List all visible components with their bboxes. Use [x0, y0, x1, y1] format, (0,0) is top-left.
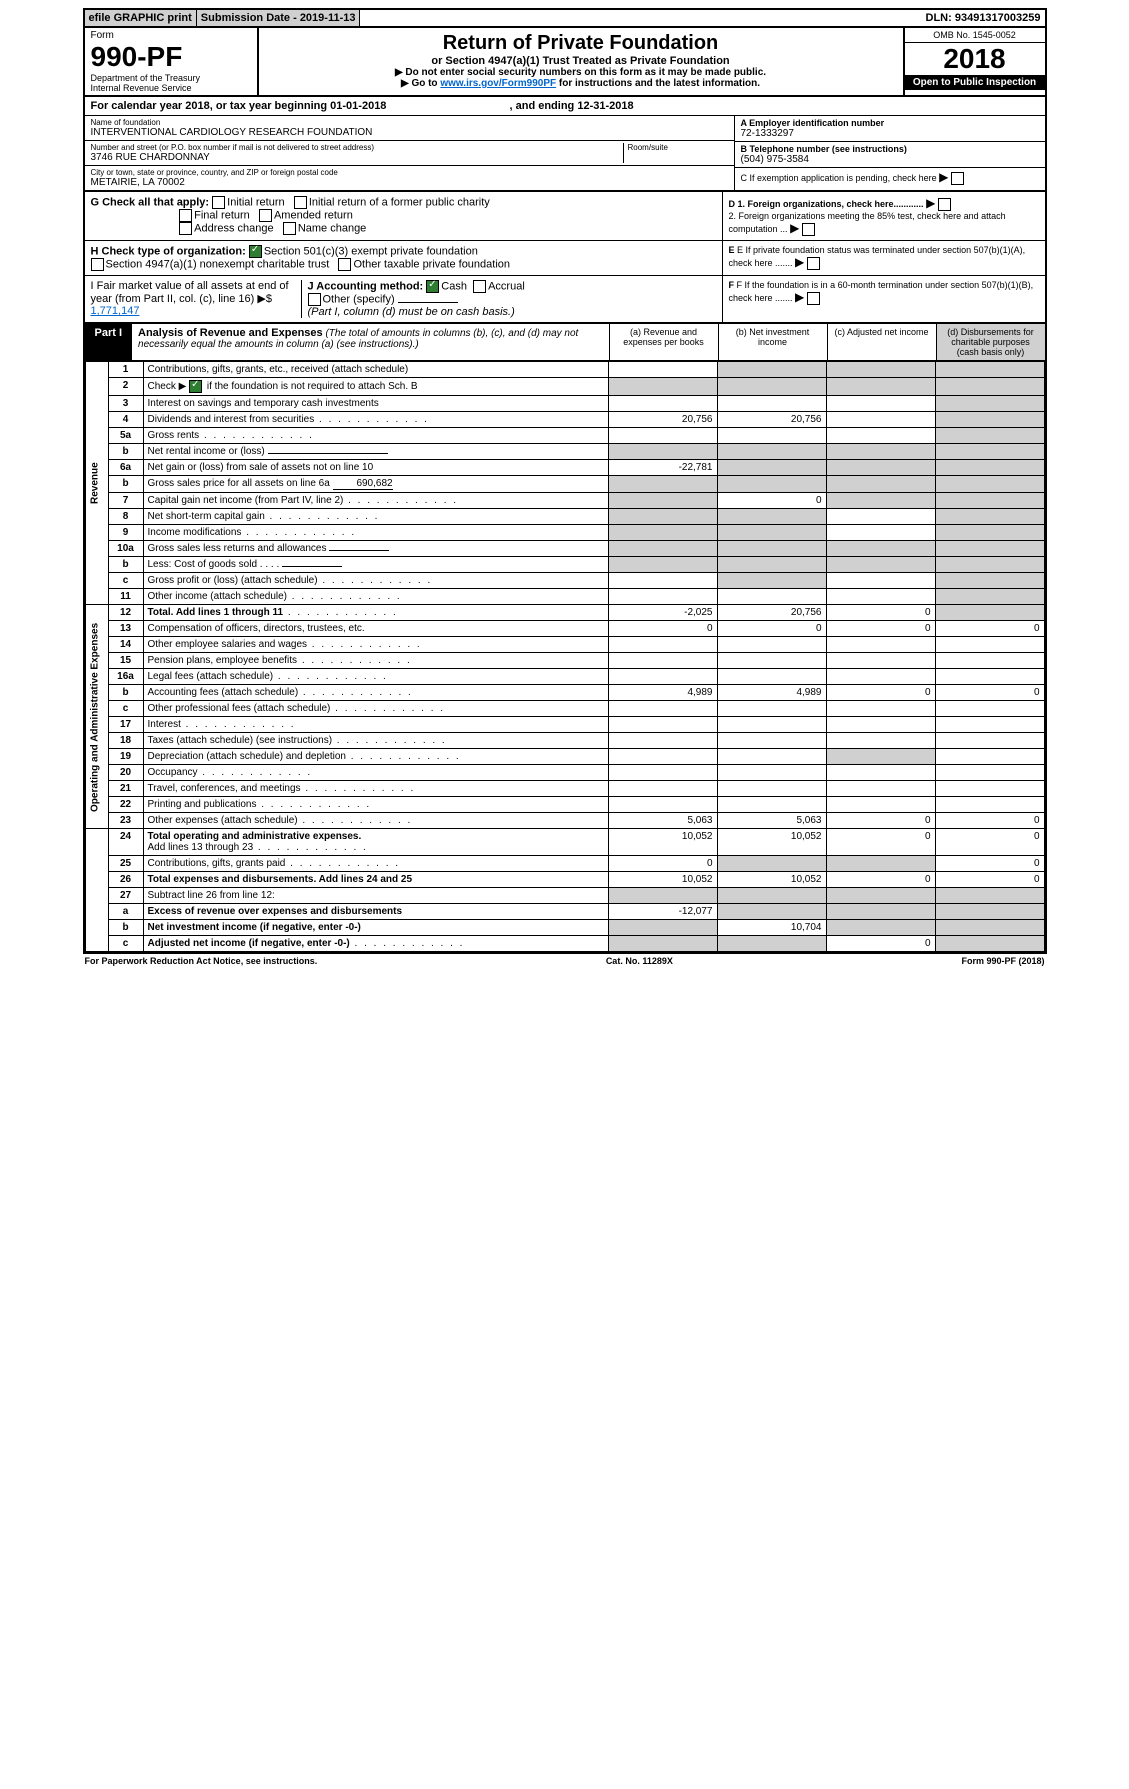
- part1-table: Revenue 1Contributions, gifts, grants, e…: [85, 361, 1045, 952]
- phone-label: B Telephone number (see instructions): [741, 144, 1039, 154]
- city-state-zip: METAIRIE, LA 70002: [91, 177, 728, 188]
- city-label: City or town, state or province, country…: [91, 168, 728, 177]
- d1-label: D 1. Foreign organizations, check here..…: [729, 199, 924, 209]
- col-b-header: (b) Net investment income: [718, 324, 827, 360]
- h-label: H Check type of organization:: [91, 246, 246, 258]
- part1-title: Analysis of Revenue and Expenses: [138, 327, 323, 339]
- c-label: C If exemption application is pending, c…: [741, 173, 937, 183]
- h-4947-checkbox[interactable]: [91, 258, 104, 271]
- form-ref: Form 990-PF (2018): [961, 956, 1044, 966]
- g-amended-checkbox[interactable]: [259, 209, 272, 222]
- submission-date: Submission Date - 2019-11-13: [197, 10, 361, 26]
- form-990pf: efile GRAPHIC print Submission Date - 20…: [83, 8, 1047, 954]
- j-accrual-checkbox[interactable]: [473, 280, 486, 293]
- tax-year: 2018: [905, 43, 1045, 75]
- efile-print-button[interactable]: efile GRAPHIC print: [85, 10, 197, 26]
- j-cash-checkbox[interactable]: [426, 280, 439, 293]
- foundation-name: INTERVENTIONAL CARDIOLOGY RESEARCH FOUND…: [91, 127, 728, 138]
- col-a-header: (a) Revenue and expenses per books: [609, 324, 718, 360]
- phone-value: (504) 975-3584: [741, 154, 1039, 165]
- e-label: E If private foundation status was termi…: [729, 245, 1026, 268]
- i-label: I Fair market value of all assets at end…: [91, 280, 289, 305]
- g-namechange-checkbox[interactable]: [283, 222, 296, 235]
- name-label: Name of foundation: [91, 118, 728, 127]
- dept-treasury: Department of the Treasury: [91, 73, 251, 83]
- col-d-header: (d) Disbursements for charitable purpose…: [936, 324, 1045, 360]
- f-checkbox[interactable]: [807, 292, 820, 305]
- d1-checkbox[interactable]: [938, 198, 951, 211]
- revenue-side-label: Revenue: [85, 362, 108, 605]
- c-checkbox[interactable]: [951, 172, 964, 185]
- ssn-note: ▶ Do not enter social security numbers o…: [263, 67, 899, 78]
- ein-label: A Employer identification number: [741, 118, 1039, 128]
- goto-note: ▶ Go to www.irs.gov/Form990PF for instru…: [263, 78, 899, 89]
- open-public-badge: Open to Public Inspection: [905, 75, 1045, 90]
- g-initial-former-checkbox[interactable]: [294, 196, 307, 209]
- d2-label: 2. Foreign organizations meeting the 85%…: [729, 211, 1006, 234]
- paperwork-notice: For Paperwork Reduction Act Notice, see …: [85, 956, 318, 966]
- addr-label: Number and street (or P.O. box number if…: [91, 143, 623, 152]
- j-note: (Part I, column (d) must be on cash basi…: [308, 306, 515, 318]
- expenses-side-label: Operating and Administrative Expenses: [85, 605, 108, 829]
- col-c-header: (c) Adjusted net income: [827, 324, 936, 360]
- cat-no: Cat. No. 11289X: [606, 956, 673, 966]
- irs-label: Internal Revenue Service: [91, 83, 251, 93]
- e-checkbox[interactable]: [807, 257, 820, 270]
- h-501c3-checkbox[interactable]: [249, 245, 262, 258]
- g-final-checkbox[interactable]: [179, 209, 192, 222]
- calendar-year-row: For calendar year 2018, or tax year begi…: [85, 97, 1045, 116]
- d2-checkbox[interactable]: [802, 223, 815, 236]
- form-number: 990-PF: [91, 41, 251, 73]
- irs-link[interactable]: www.irs.gov/Form990PF: [440, 78, 556, 89]
- omb-number: OMB No. 1545-0052: [905, 28, 1045, 43]
- form-subtitle: or Section 4947(a)(1) Trust Treated as P…: [263, 55, 899, 67]
- entity-info: Name of foundation INTERVENTIONAL CARDIO…: [85, 116, 1045, 192]
- ein-value: 72-1333297: [741, 128, 1039, 139]
- h-other-checkbox[interactable]: [338, 258, 351, 271]
- j-label: J Accounting method:: [308, 281, 424, 293]
- part1-label: Part I: [85, 324, 133, 360]
- form-header: Form 990-PF Department of the Treasury I…: [85, 28, 1045, 97]
- street-address: 3746 RUE CHARDONNAY: [91, 152, 623, 163]
- form-title: Return of Private Foundation: [263, 32, 899, 55]
- room-label: Room/suite: [628, 143, 728, 152]
- top-bar: efile GRAPHIC print Submission Date - 20…: [85, 10, 1045, 28]
- f-label: F If the foundation is in a 60-month ter…: [729, 280, 1034, 303]
- j-other-checkbox[interactable]: [308, 293, 321, 306]
- g-label: G Check all that apply:: [91, 196, 210, 208]
- l2-checkbox[interactable]: [189, 380, 202, 393]
- g-addrchange-checkbox[interactable]: [179, 222, 192, 235]
- i-fmv-value[interactable]: 1,771,147: [91, 305, 140, 317]
- g-initial-checkbox[interactable]: [212, 196, 225, 209]
- form-word: Form: [91, 30, 251, 41]
- dln: DLN: 93491317003259: [922, 10, 1045, 26]
